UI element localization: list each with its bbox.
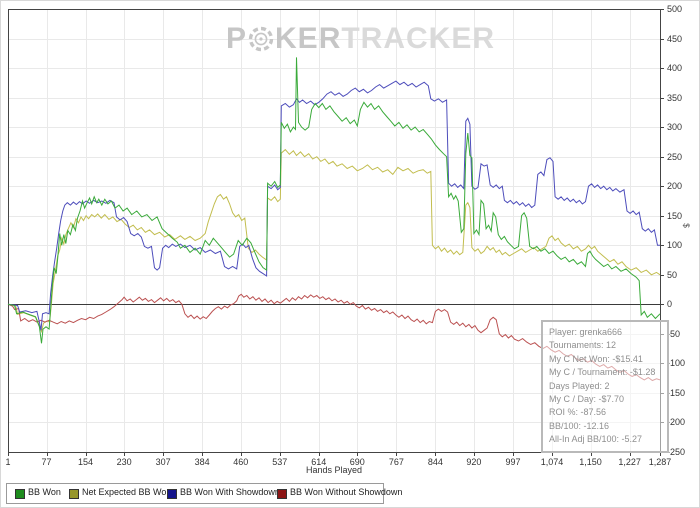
legend-label-bb-won-with-showdown: BB Won With Showdown	[180, 487, 280, 497]
y-tick-label: 150	[667, 210, 683, 221]
x-tick-label: 920	[466, 457, 482, 467]
y-tick-label: -100	[667, 358, 686, 369]
legend-label-net-expected-bb-won: Net Expected BB Won	[82, 487, 172, 497]
y-tick-label: 200	[667, 181, 683, 192]
stat-days-played: Days Played: 2	[549, 380, 610, 391]
stat-per-tournament: My C / Tournament: -$1.28	[549, 367, 656, 378]
player-stats-box: Player: grenka666 Tournaments: 12 My C N…	[541, 320, 669, 453]
y-axis-unit-label: $	[681, 223, 691, 228]
series-line-bb-won-with-showdown	[7, 80, 660, 331]
y-tick-label: 450	[667, 33, 683, 44]
x-tick-label: 460	[233, 457, 249, 467]
series-line-bb-won-without-showdown	[7, 293, 661, 382]
y-tick-label: 300	[667, 122, 683, 133]
watermark-text-ker: KER	[275, 22, 342, 55]
x-tick-label: 1	[5, 457, 11, 467]
stat-tournaments: Tournaments: 12	[549, 340, 617, 351]
x-tick-label: 844	[427, 457, 443, 467]
x-tick-label: 77	[41, 457, 52, 467]
poker-chip-icon	[248, 26, 274, 52]
stat-per-day: My C / Day: -$7.70	[549, 394, 625, 405]
legend-swatch-bb-won	[15, 489, 25, 499]
legend-swatch-net-expected-bb-won	[69, 489, 79, 499]
legend-swatch-bb-won-with-showdown	[167, 489, 177, 499]
x-tick-label: 690	[349, 457, 365, 467]
y-tick-label: 100	[667, 240, 683, 251]
x-tick-label: 614	[311, 457, 327, 467]
y-tick-label: -50	[667, 328, 681, 339]
x-tick-label: 1,150	[579, 457, 602, 467]
x-tick-label: 307	[155, 457, 171, 467]
x-tick-label: 1,074	[540, 457, 564, 467]
stat-net-won: My C Net Won: -$15.41	[549, 353, 643, 364]
x-tick-label: 230	[116, 457, 132, 467]
stat-roi: ROI %: -87.56	[549, 407, 607, 418]
legend-label-bb-won: BB Won	[28, 487, 61, 497]
y-tick-label: 0	[667, 299, 673, 310]
pokertracker-watermark: P KER TRACKER	[226, 24, 495, 54]
y-tick-label: 400	[667, 63, 683, 74]
x-tick-label: 537	[272, 457, 288, 467]
stat-bb100: BB/100: -12.16	[549, 420, 610, 431]
y-tick-label: -150	[667, 387, 686, 398]
x-tick-label: 154	[78, 457, 94, 467]
legend: BB Won Net Expected BB Won BB Won With S…	[6, 483, 402, 504]
x-tick-label: 1,227	[618, 457, 641, 467]
x-tick-label: 384	[194, 457, 210, 467]
stat-allin-adj-bb100: All-In Adj BB/100: -5.27	[549, 434, 643, 445]
legend-swatch-bb-won-without-showdown	[277, 489, 287, 499]
y-tick-label: -250	[667, 447, 686, 457]
x-axis-title: Hands Played	[305, 465, 363, 475]
stat-player: Player: grenka666	[549, 327, 623, 337]
series-line-net-expected-bb-won	[7, 148, 661, 334]
x-tick-label: 1,287	[648, 457, 672, 467]
y-tick-label: -200	[667, 417, 686, 428]
plot-border	[8, 9, 661, 453]
y-tick-label: 350	[667, 92, 683, 103]
watermark-text-tracker: TRACKER	[341, 22, 496, 55]
x-tick-label: 997	[505, 457, 521, 467]
legend-label-bb-won-without-showdown: BB Won Without Showdown	[290, 487, 403, 497]
y-tick-label: 500	[667, 4, 683, 14]
y-tick-label: 250	[667, 151, 683, 162]
watermark-text-p: P	[226, 22, 248, 55]
y-tick-label: 50	[667, 269, 678, 280]
x-tick-label: 767	[388, 457, 404, 467]
series-line-bb-won	[7, 57, 661, 344]
